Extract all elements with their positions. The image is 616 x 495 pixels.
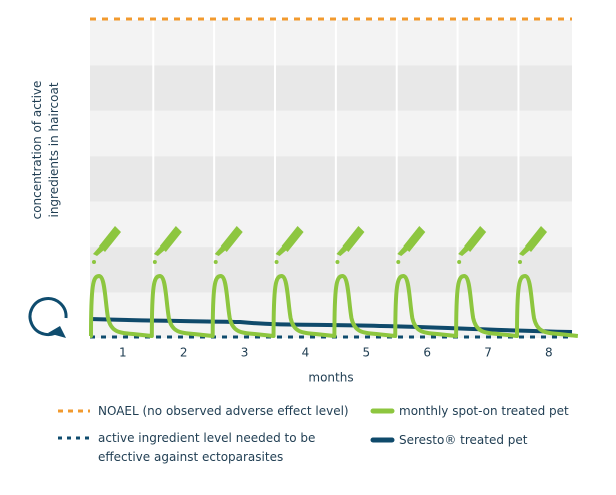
- drop: [152, 260, 157, 264]
- dropper: [159, 226, 182, 252]
- x-tick-label: 4: [302, 346, 310, 360]
- band: [90, 110, 572, 157]
- x-tick-label: 5: [362, 346, 370, 360]
- dropper: [403, 226, 426, 252]
- band: [90, 247, 572, 293]
- dropper-tip: [93, 246, 104, 256]
- band: [90, 156, 572, 202]
- drop: [335, 260, 340, 264]
- x-axis-label: months: [308, 371, 353, 385]
- dropper-icon: [518, 226, 548, 264]
- dropper-icon: [335, 226, 365, 264]
- dropper: [525, 226, 548, 252]
- x-tick-label: 3: [241, 346, 249, 360]
- dropper-tip: [458, 246, 470, 256]
- dropper-tip: [153, 246, 165, 256]
- dropper: [220, 226, 243, 252]
- legend-label: Seresto® treated pet: [399, 433, 528, 447]
- drop: [274, 260, 279, 264]
- y-axis-label: concentration of active ingredients in ha…: [30, 81, 61, 220]
- dropper: [99, 226, 121, 252]
- drop: [457, 260, 462, 264]
- band: [90, 65, 572, 111]
- dropper: [464, 226, 487, 252]
- x-tick-label: 8: [545, 346, 553, 360]
- drop: [213, 260, 218, 264]
- band: [90, 201, 572, 248]
- dropper-icon: [92, 226, 121, 264]
- drop: [518, 260, 523, 264]
- legend-label: monthly spot-on treated pet: [399, 404, 569, 418]
- dropper-tip: [397, 246, 409, 256]
- x-tick-label: 7: [484, 346, 492, 360]
- legend-label: active ingredient level needed to be eff…: [98, 431, 316, 464]
- dropper-tip: [519, 246, 531, 256]
- spot-on-line: [89, 274, 579, 338]
- x-tick-label: 1: [119, 346, 127, 360]
- x-tick-label: 2: [180, 346, 188, 360]
- dropper-tip: [275, 246, 287, 256]
- x-tick-label: 6: [423, 346, 431, 360]
- drop: [92, 260, 96, 264]
- dropper-icon: [274, 226, 304, 264]
- drop: [396, 260, 401, 264]
- band: [90, 20, 572, 66]
- dropper: [281, 226, 304, 252]
- dropper-icon: [396, 226, 426, 264]
- legend-label: NOAEL (no observed adverse effect level): [98, 404, 349, 418]
- dropper-icon: [152, 226, 182, 264]
- plot-background: [90, 20, 572, 338]
- dropper-icon: [213, 226, 243, 264]
- dropper-tip: [214, 246, 226, 256]
- cycle-icon: [28, 297, 68, 338]
- dropper: [342, 226, 365, 252]
- dropper-icon: [457, 226, 487, 264]
- dropper-tip: [336, 246, 348, 256]
